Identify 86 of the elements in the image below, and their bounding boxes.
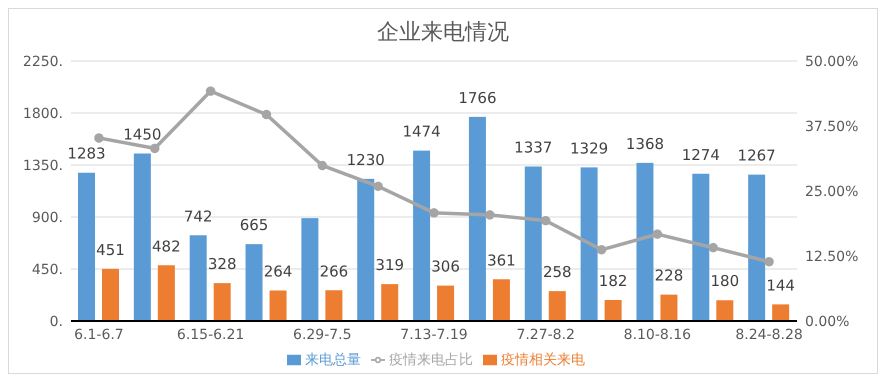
data-label: 1274 — [682, 146, 720, 164]
bar — [437, 286, 454, 321]
legend-label: 来电总量 — [305, 352, 361, 368]
bar — [636, 162, 654, 321]
point — [373, 182, 383, 192]
y2-tick-label: 25.00% — [805, 184, 858, 200]
data-label: 328 — [208, 255, 237, 274]
data-label: 228 — [654, 266, 684, 285]
point — [708, 242, 718, 252]
data-label: 482 — [152, 237, 181, 256]
data-label: 144 — [766, 276, 795, 294]
data-label: 1337 — [514, 138, 552, 156]
bar — [772, 304, 790, 321]
bar — [413, 150, 430, 321]
x-tick-label: 7.27-8.2 — [516, 326, 575, 343]
y-tick-label: 900. — [32, 210, 63, 226]
point — [262, 110, 272, 120]
point — [652, 229, 662, 239]
data-label: 1368 — [626, 134, 664, 153]
bar — [748, 174, 766, 321]
data-label: 306 — [431, 258, 460, 276]
y-tick-label: 2250. — [22, 54, 63, 70]
bar — [524, 166, 542, 321]
bar — [468, 116, 486, 321]
y-tick-label: 0. — [50, 314, 63, 330]
bar — [692, 174, 710, 321]
data-label: 1329 — [570, 139, 608, 158]
bar — [357, 178, 374, 321]
data-label: 1450 — [123, 125, 162, 144]
x-tick-label: 6.1-6.7 — [74, 326, 124, 343]
data-label: 264 — [264, 262, 292, 280]
data-label: 665 — [240, 216, 268, 234]
point — [94, 133, 104, 143]
x-tick-label: 8.10-8.16 — [624, 326, 692, 343]
data-label: 451 — [96, 240, 125, 259]
point — [485, 210, 495, 220]
bar — [492, 279, 510, 321]
x-tick-label: 6.29-7.5 — [293, 326, 352, 343]
point — [318, 160, 328, 170]
y-tick-label: 450. — [32, 262, 63, 278]
data-label: 1230 — [346, 150, 385, 169]
data-label: 180 — [710, 272, 740, 290]
bar — [158, 265, 175, 321]
point — [429, 208, 439, 218]
bar — [301, 218, 318, 321]
data-label: 1267 — [738, 146, 776, 165]
x-tick-label: 7.13-7.19 — [400, 326, 468, 343]
data-label: 258 — [542, 263, 572, 282]
bar — [190, 235, 207, 321]
point — [596, 245, 606, 255]
y-tick-label: 1350. — [22, 158, 63, 174]
chart-title: 企业来电情况 — [376, 19, 510, 47]
y2-tick-label: 0.00% — [805, 314, 850, 330]
legend-label: 疫情来电占比 — [389, 352, 473, 368]
bar — [660, 294, 678, 321]
bar — [604, 300, 622, 321]
point — [764, 256, 774, 266]
bar — [580, 167, 598, 321]
legend-label: 疫情相关来电 — [501, 352, 585, 368]
x-tick-label: 6.15-6.21 — [176, 326, 244, 343]
y2-tick-label: 37.50% — [805, 118, 858, 135]
point — [206, 86, 216, 96]
data-label: 742 — [184, 207, 213, 226]
y2-tick-label: 50.00% — [805, 54, 858, 70]
data-label: 266 — [320, 262, 348, 280]
point — [540, 216, 550, 226]
bar — [246, 244, 263, 321]
bar — [270, 290, 287, 321]
point — [150, 144, 160, 154]
bar — [102, 268, 119, 321]
data-label: 361 — [487, 251, 516, 270]
data-label: 1283 — [67, 144, 106, 163]
data-label: 182 — [598, 272, 628, 290]
x-tick-label: 8.24-8.28 — [735, 326, 803, 343]
bar — [214, 283, 231, 321]
bar — [78, 172, 95, 321]
data-label: 1766 — [458, 88, 497, 107]
bar — [134, 153, 151, 321]
y2-tick-label: 12.50% — [805, 248, 858, 265]
data-label: 1474 — [402, 122, 441, 141]
bar — [716, 300, 734, 321]
bar — [325, 290, 342, 321]
data-label: 319 — [375, 256, 404, 274]
bar — [548, 291, 566, 321]
bar — [381, 284, 398, 321]
y-tick-label: 1800. — [22, 106, 63, 122]
